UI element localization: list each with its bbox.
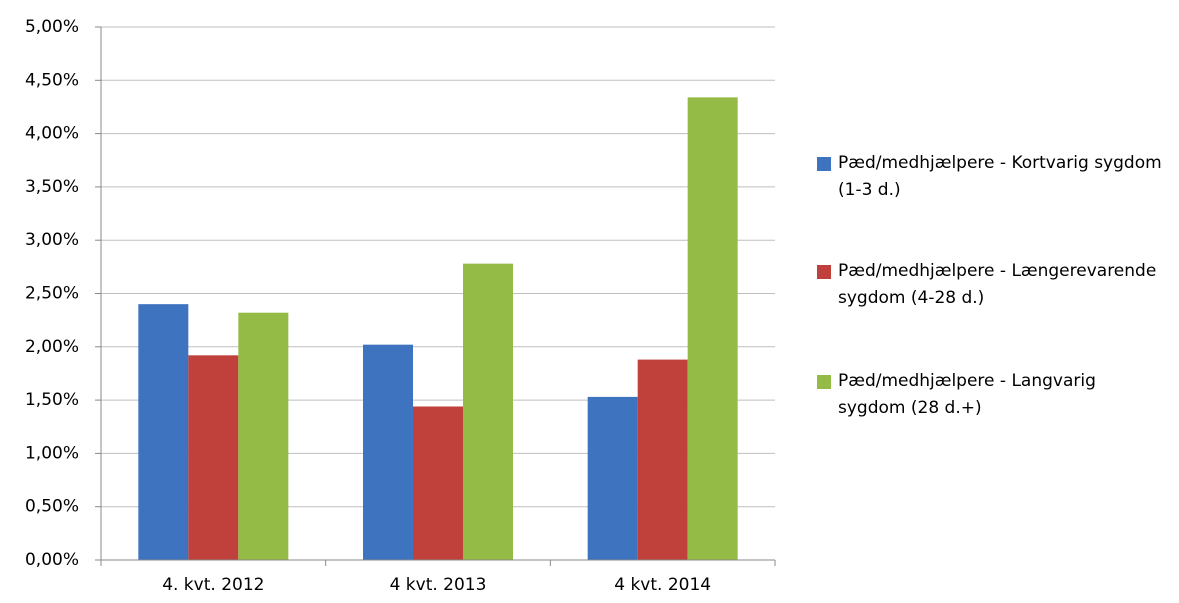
y-tick-label: 3,50% (25, 177, 79, 197)
bar (687, 97, 738, 560)
y-tick-label: 0,00% (25, 550, 79, 570)
bar (463, 263, 513, 560)
bar (413, 406, 463, 560)
bar (587, 396, 638, 560)
y-tick-label: 1,50% (25, 390, 79, 410)
legend-entry: Pæd/medhjælpere - Langvarig sygdom (28 d… (817, 368, 1167, 422)
y-tick-label: 2,50% (25, 284, 79, 304)
legend-entry: Pæd/medhjælpere - Længerevarende sygdom … (817, 258, 1167, 312)
legend-label: Pæd/medhjælpere - Længerevarende sygdom … (838, 261, 1157, 308)
bar (138, 304, 189, 560)
x-tick-label: 4 kvt. 2014 (614, 575, 711, 595)
legend-label: Pæd/medhjælpere - Kortvarig sygdom (1-3 … (838, 153, 1162, 200)
legend-swatch (817, 157, 831, 171)
y-tick-label: 0,50% (25, 497, 79, 517)
y-tick-label: 3,00% (25, 230, 79, 250)
bar (188, 355, 239, 560)
y-tick-label: 4,00% (25, 124, 79, 144)
y-tick-label: 5,00% (25, 17, 79, 37)
bar (363, 344, 413, 560)
legend-swatch (817, 265, 831, 279)
x-tick-label: 4. kvt. 2012 (162, 575, 264, 595)
bar (238, 312, 289, 560)
y-tick-label: 4,50% (25, 70, 79, 90)
x-tick-label: 4 kvt. 2013 (390, 575, 487, 595)
bar (637, 359, 688, 560)
legend-entry: Pæd/medhjælpere - Kortvarig sygdom (1-3 … (817, 150, 1167, 204)
legend-label: Pæd/medhjælpere - Langvarig sygdom (28 d… (838, 371, 1096, 418)
y-tick-label: 1,00% (25, 443, 79, 463)
y-tick-label: 2,00% (25, 337, 79, 357)
legend-swatch (817, 375, 831, 389)
